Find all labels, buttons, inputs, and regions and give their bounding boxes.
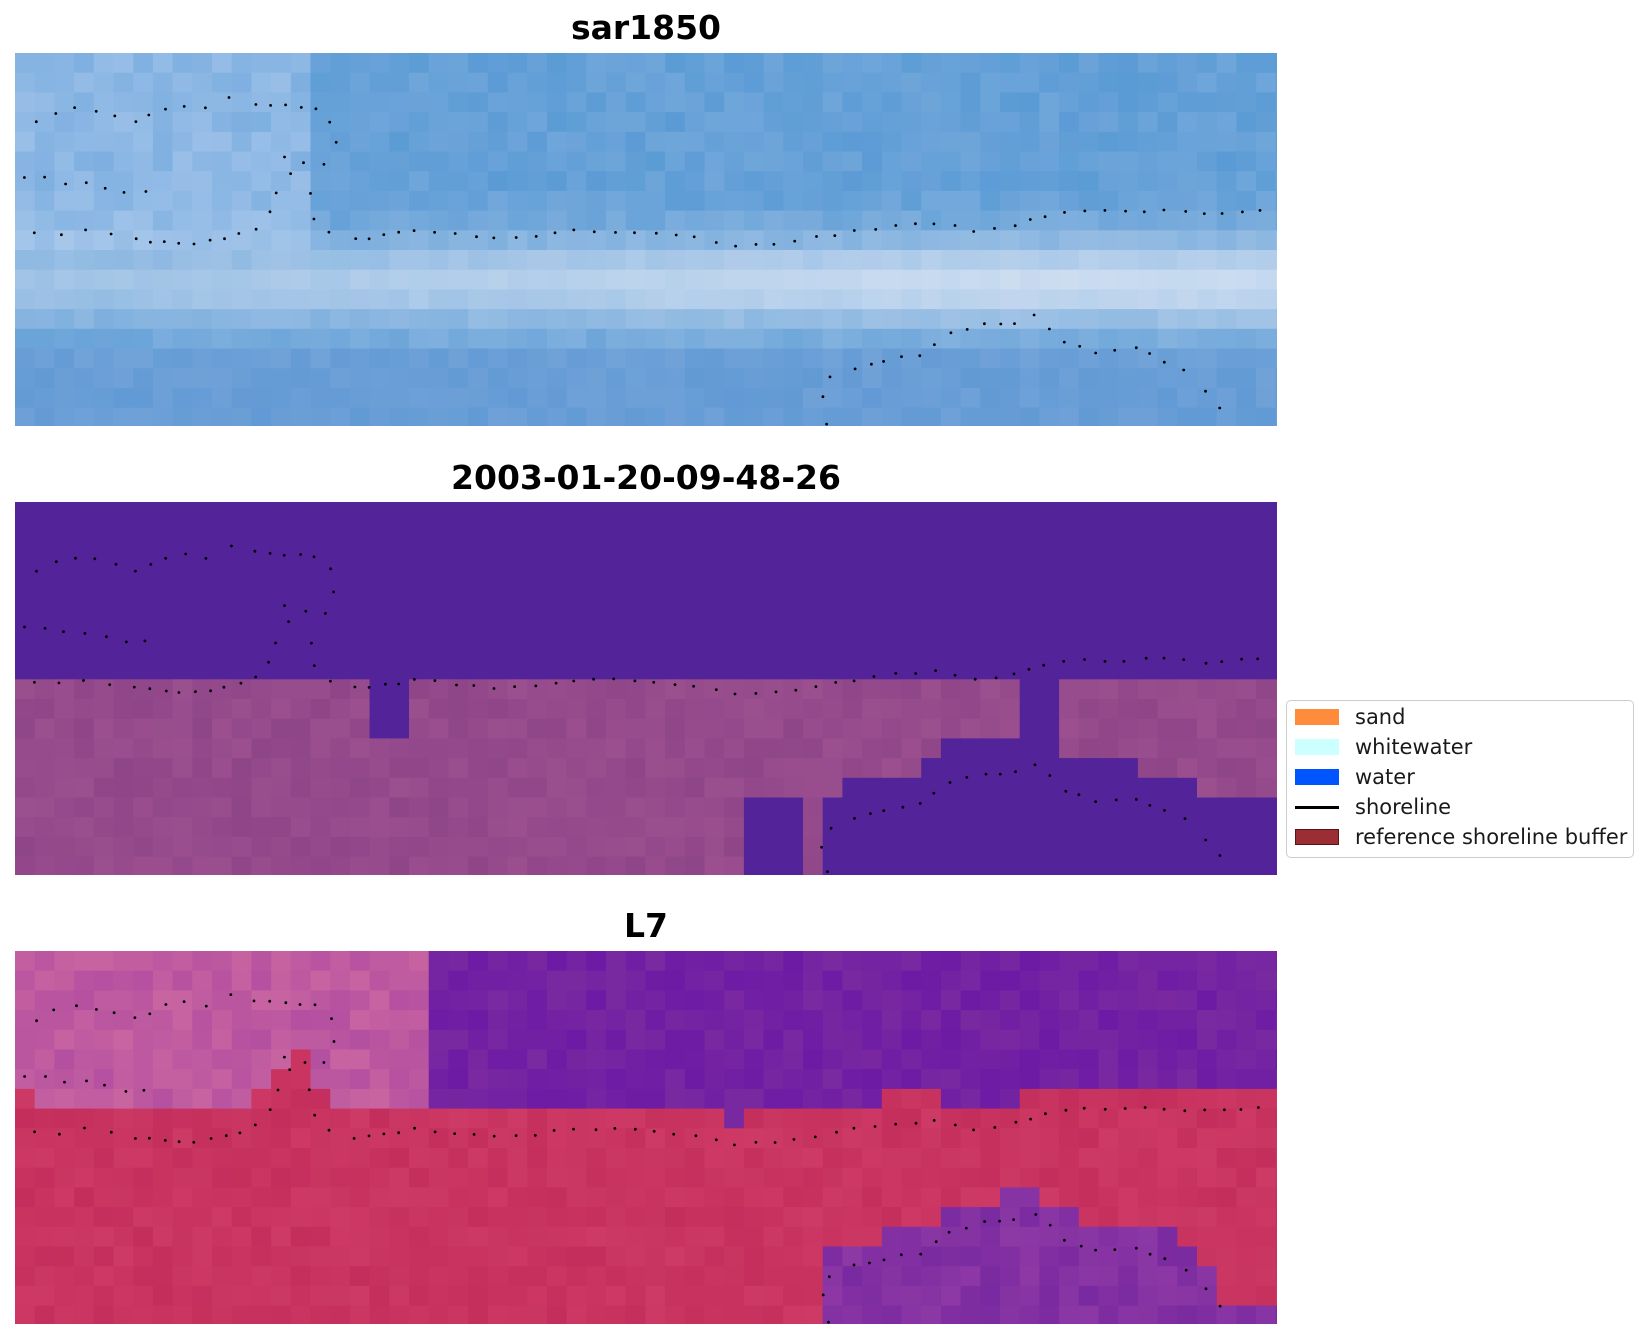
legend-item-whitewater: whitewater xyxy=(1295,734,1631,760)
shoreline-dots xyxy=(35,993,336,1064)
shoreline-dots xyxy=(23,625,147,644)
rgb-image-panel xyxy=(15,53,1277,426)
legend-item-water: water xyxy=(1295,764,1631,790)
panel-title-classified: 2003-01-20-09-48-26 xyxy=(451,458,841,497)
shoreline-dots xyxy=(33,620,1260,696)
sand-swatch xyxy=(1295,709,1339,725)
water-swatch xyxy=(1295,769,1339,785)
whitewater-swatch xyxy=(1295,739,1339,755)
panel-title-index: L7 xyxy=(624,906,668,945)
shoreline-dots xyxy=(821,313,1222,426)
shoreline-dots xyxy=(23,1075,146,1093)
shoreline-dots xyxy=(820,763,1222,873)
legend-item-shoreline: shoreline xyxy=(1295,794,1631,820)
legend-item-reference-shoreline-buffer: reference shoreline buffer xyxy=(1295,824,1631,850)
rgb-image xyxy=(15,53,1277,426)
reference-buffer-swatch xyxy=(1295,829,1339,845)
shoreline-dots xyxy=(35,544,335,615)
shoreline-dots xyxy=(32,172,1262,248)
legend-label-reference-shoreline-buffer: reference shoreline buffer xyxy=(1355,825,1628,849)
legend-label-water: water xyxy=(1355,765,1415,789)
classified-image xyxy=(15,502,1277,875)
index-image xyxy=(15,951,1277,1324)
panel-title-rgb: sar1850 xyxy=(570,8,722,47)
index-image-panel xyxy=(15,951,1277,1324)
shoreline-line-swatch xyxy=(1295,806,1339,809)
classified-image-panel xyxy=(15,502,1277,875)
legend-label-sand: sand xyxy=(1355,705,1406,729)
shoreline-dots xyxy=(821,1213,1222,1324)
shoreline-dots xyxy=(33,1068,1260,1147)
legend: sand whitewater water shoreline referenc… xyxy=(1286,700,1634,858)
shoreline-dots xyxy=(23,175,148,194)
legend-label-whitewater: whitewater xyxy=(1355,735,1473,759)
shoreline-dots xyxy=(34,96,338,166)
legend-item-sand: sand xyxy=(1295,704,1631,730)
legend-label-shoreline: shoreline xyxy=(1355,795,1452,819)
